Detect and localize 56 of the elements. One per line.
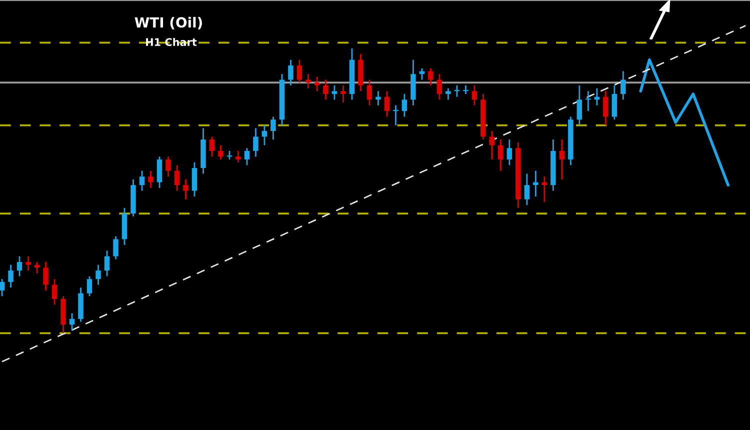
candlestick xyxy=(69,312,75,332)
candlestick xyxy=(559,138,565,180)
candlestick xyxy=(612,84,618,120)
candlestick xyxy=(384,90,390,118)
candlestick xyxy=(340,84,346,104)
candlestick xyxy=(52,278,58,306)
candlestick xyxy=(603,90,608,126)
candlestick xyxy=(506,138,512,166)
candlestick xyxy=(402,93,408,118)
candlestick xyxy=(104,250,110,277)
candlestick xyxy=(139,170,145,192)
candlestick xyxy=(586,90,591,112)
candlestick xyxy=(314,76,320,92)
candlestick xyxy=(446,88,451,100)
candlestick xyxy=(174,164,180,192)
candlestick xyxy=(96,264,101,286)
candlestick xyxy=(262,124,268,146)
candlestick xyxy=(236,150,241,164)
candlestick xyxy=(86,276,92,297)
candlestick xyxy=(0,278,5,297)
candlestick xyxy=(472,84,478,106)
candlestick xyxy=(270,116,276,140)
candlestick xyxy=(288,59,294,86)
candlestick xyxy=(498,138,504,172)
candlestick xyxy=(209,136,215,158)
candlestick xyxy=(192,162,198,198)
candlestick xyxy=(489,130,495,160)
chart-title: WTI (Oil) xyxy=(134,16,202,30)
candlestick xyxy=(393,104,398,126)
chart-subtitle: H1 Chart xyxy=(146,38,197,46)
candlestick xyxy=(156,156,162,189)
candlestick xyxy=(428,68,434,86)
candlestick xyxy=(16,256,22,277)
candlestick xyxy=(43,261,48,292)
candlestick xyxy=(419,68,425,80)
candlestick xyxy=(533,170,538,198)
candlestick xyxy=(296,59,302,84)
candlestick xyxy=(576,84,582,126)
candlestick xyxy=(8,264,14,288)
candlestick xyxy=(524,173,530,206)
candlestick xyxy=(376,90,381,106)
candlestick xyxy=(253,127,258,158)
candlestick xyxy=(436,73,442,100)
candlestick xyxy=(218,144,224,160)
candlestick xyxy=(306,73,311,89)
candlestick xyxy=(620,70,626,100)
candlestick xyxy=(26,256,31,272)
candlestick xyxy=(166,156,171,178)
candlestick xyxy=(323,79,328,100)
candlestick xyxy=(113,236,118,260)
candlestick xyxy=(183,178,188,200)
candlestick xyxy=(244,147,250,166)
candlestick xyxy=(366,79,372,106)
candlestick xyxy=(463,84,468,95)
candlestick xyxy=(148,170,154,189)
candlestick xyxy=(332,84,338,100)
